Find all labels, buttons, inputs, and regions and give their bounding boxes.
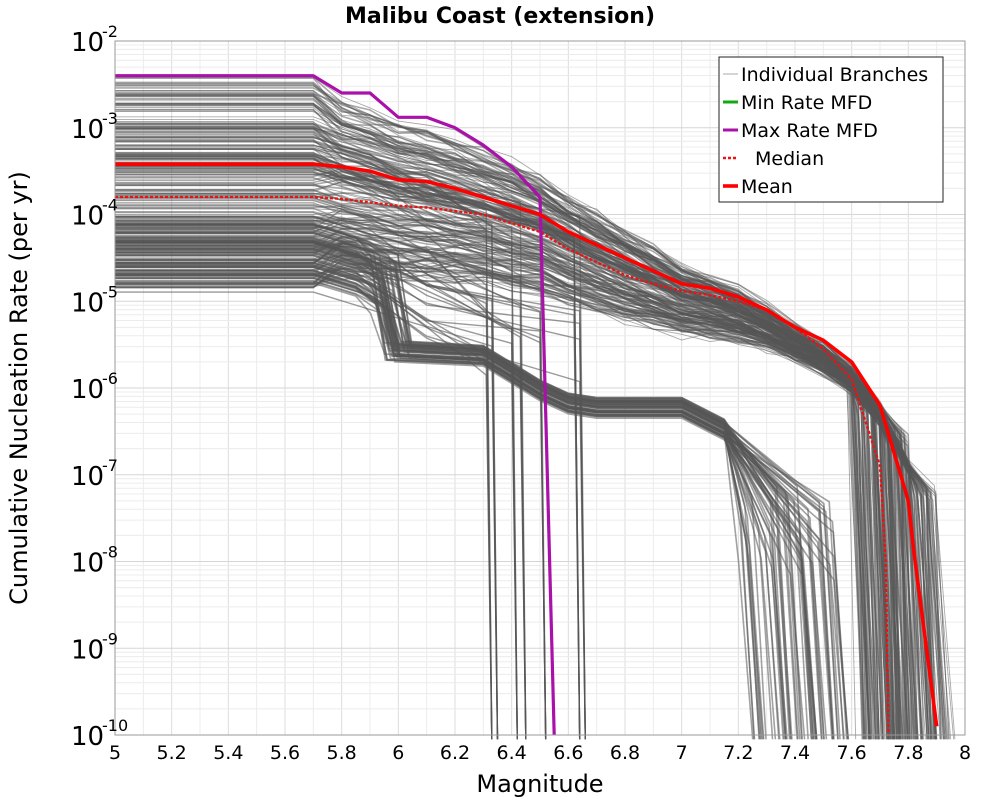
x-axis-label: Magnitude [476, 770, 603, 798]
x-tick-label: 5.8 [327, 742, 357, 764]
x-tick-label: 7.2 [723, 742, 753, 764]
branch-line [115, 139, 527, 740]
x-tick-label: 7.4 [780, 742, 810, 764]
x-tick-label: 6.4 [497, 742, 527, 764]
x-tick-label: 6.8 [610, 742, 640, 764]
branch-line [115, 219, 527, 740]
mean-line [115, 162, 939, 727]
x-tick-label: 5.2 [157, 742, 187, 764]
y-tick-base: 10 [71, 462, 104, 492]
legend-label: Median [755, 148, 824, 170]
y-tick-base: 10 [71, 722, 104, 752]
y-tick-base: 10 [71, 549, 104, 579]
x-tick-label: 7.8 [893, 742, 923, 764]
y-tick-base: 10 [71, 202, 104, 232]
y-tick-base: 10 [71, 375, 104, 405]
branch-line [115, 134, 917, 740]
y-tick-exponent: -2 [102, 22, 118, 41]
branch-line [115, 282, 814, 740]
max-rate-mfd-line [115, 74, 556, 736]
x-tick-label: 6 [392, 742, 404, 764]
y-tick-base: 10 [71, 28, 104, 58]
branch-line [115, 155, 518, 740]
y-tick-exponent: -7 [102, 456, 118, 475]
y-tick-base: 10 [71, 635, 104, 665]
x-tick-label: 6.6 [553, 742, 583, 764]
branch-line [115, 215, 586, 740]
branch-line [115, 291, 493, 740]
legend: Individual Branches Min Rate MFD Max Rate … [718, 56, 944, 203]
branch-line [115, 94, 884, 740]
y-tick-exponent: -6 [102, 369, 118, 388]
branch-line [115, 253, 916, 740]
branch-line [115, 277, 586, 740]
y-axis-label: Cumulative Nucleation Rate (per yr) [5, 171, 33, 605]
legend-label: Max Rate MFD [741, 120, 878, 142]
x-tick-label: 8 [959, 742, 971, 764]
branch-line [115, 85, 950, 740]
branch-line [115, 274, 850, 740]
branch-line [115, 242, 547, 740]
x-tick-label: 7.6 [837, 742, 867, 764]
branch-line [115, 148, 586, 740]
y-tick-exponent: -5 [102, 282, 118, 301]
branch-line [115, 136, 581, 740]
branch-line [115, 232, 518, 740]
y-tick-exponent: -3 [102, 109, 118, 128]
branch-line [115, 83, 902, 740]
series-layer [115, 74, 939, 736]
x-tick-label: 5.6 [270, 742, 300, 764]
chart-title: Malibu Coast (extension) [345, 4, 655, 29]
y-tick-exponent: -10 [102, 716, 128, 735]
y-tick-exponent: -9 [102, 629, 118, 648]
legend-label: Individual Branches [741, 64, 928, 86]
y-tick-base: 10 [71, 288, 104, 318]
y-tick-exponent: -4 [102, 196, 118, 215]
legend-label: Mean [741, 176, 793, 198]
x-tick-label: 5 [109, 742, 121, 764]
branch-line [115, 264, 527, 740]
y-tick-exponent: -8 [102, 543, 118, 562]
y-tick-base: 10 [71, 115, 104, 145]
median-line [115, 195, 890, 736]
x-tick-label: 6.2 [440, 742, 470, 764]
legend-label: Min Rate MFD [741, 92, 872, 114]
plot-frame [114, 40, 966, 736]
x-tick-labels: 5 5.2 5.4 5.6 5.8 6 6.2 6.4 6.6 6.8 7 7.2 7.4 7.6 7.8 8 [109, 742, 971, 764]
x-tick-label: 7 [676, 742, 688, 764]
branch-line [115, 157, 916, 740]
legend-box [718, 56, 944, 203]
x-tick-label: 5.4 [213, 742, 243, 764]
branch-line [115, 275, 872, 740]
